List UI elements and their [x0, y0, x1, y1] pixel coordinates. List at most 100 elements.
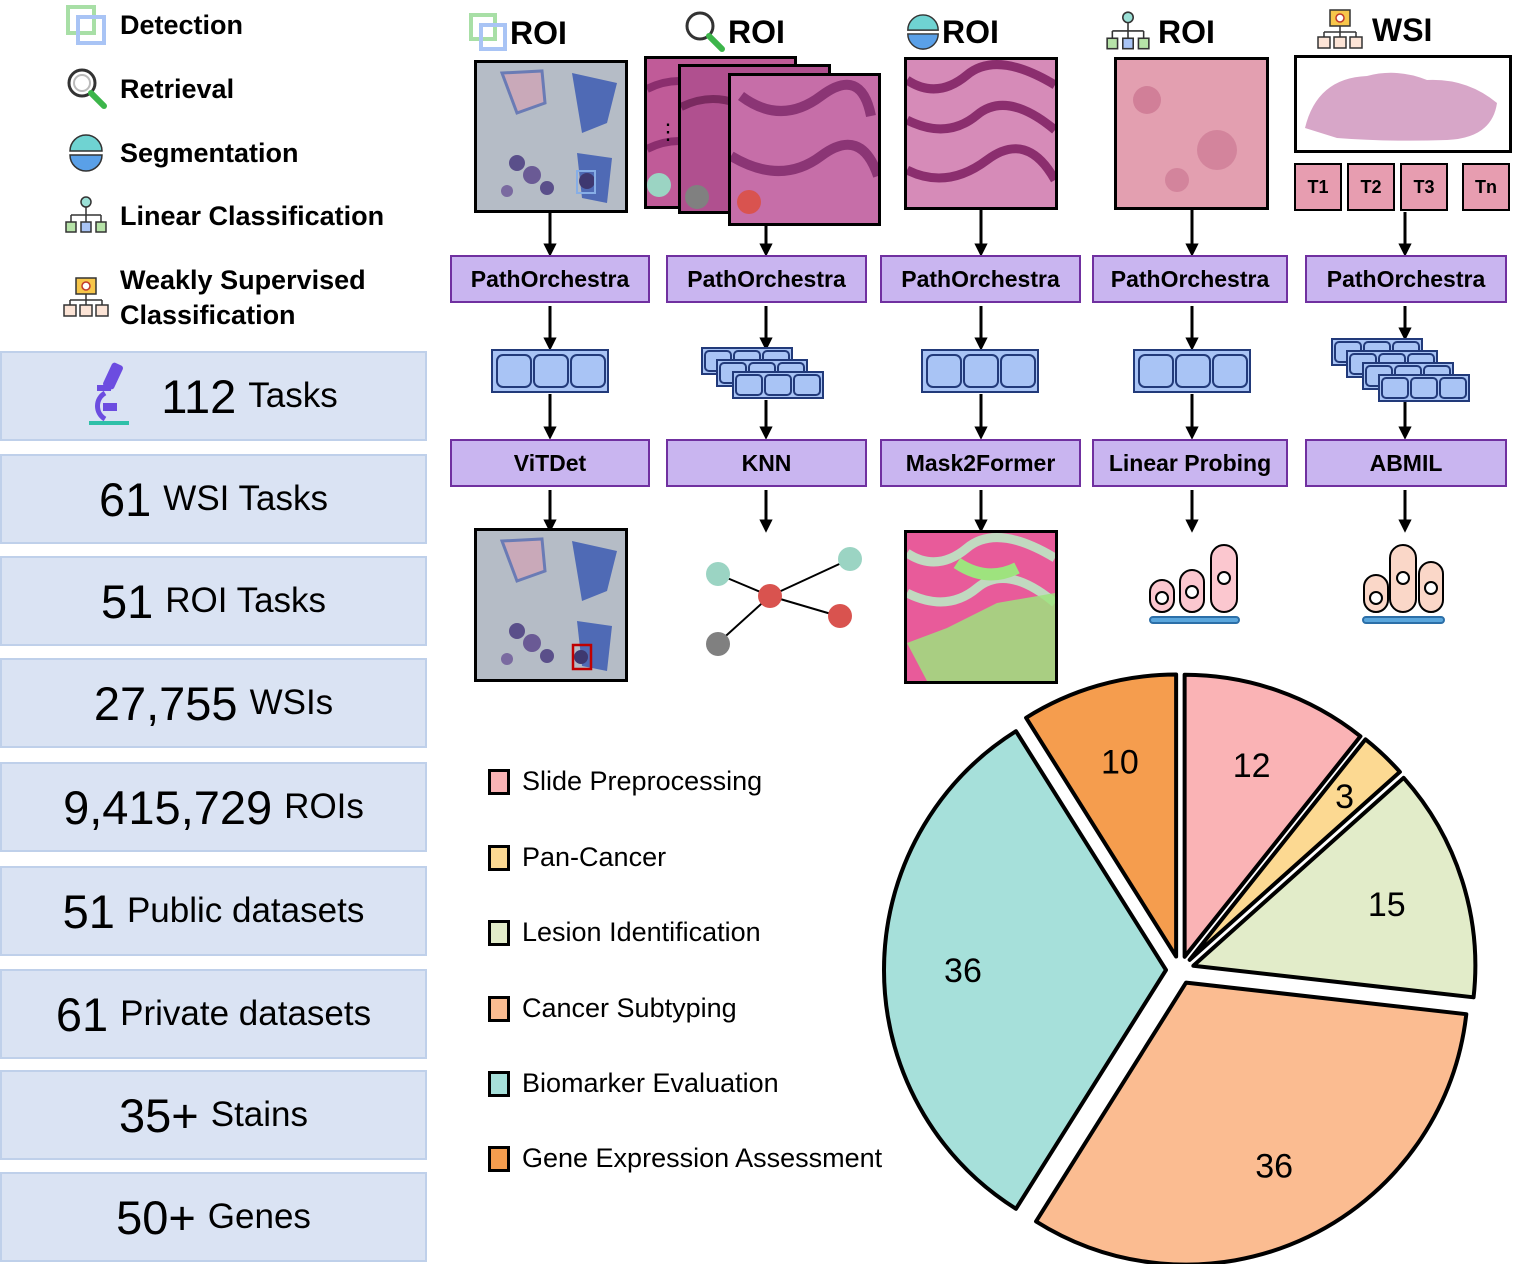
- stat-label: Tasks: [248, 376, 338, 415]
- pie-slice-value-label: 10: [1101, 743, 1139, 781]
- stat-value: 27,755: [93, 676, 238, 730]
- legend-lesion-identification: Lesion Identification: [488, 917, 761, 948]
- legend-swatch: [488, 1145, 510, 1172]
- stat-value: 51: [100, 574, 154, 628]
- pipeline-linear-title: ROI: [1104, 10, 1215, 54]
- legend-segmentation: Segmentation: [58, 128, 299, 178]
- vitdet-box: ViTDet: [450, 439, 650, 487]
- stat-rois: 9,415,729 ROIs: [0, 762, 427, 852]
- stat-stains: 35+ Stains: [0, 1070, 427, 1160]
- pie-slice-lesion-identification: [1191, 775, 1478, 1000]
- stat-label: ROI Tasks: [165, 581, 327, 620]
- stat-genes: 50+ Genes: [0, 1172, 427, 1262]
- legend-detection-label: Detection: [120, 9, 244, 40]
- pipeline-retrieval-title: ROI: [680, 8, 785, 56]
- pie-slice-value-label: 3: [1335, 778, 1354, 816]
- pie-slice-gene-expression: [1024, 672, 1179, 959]
- stat-label: ROIs: [284, 787, 364, 826]
- stat-tasks: 112 Tasks: [0, 351, 427, 441]
- abmil-output-icon: [1362, 544, 1445, 624]
- legend-weakly-supervised: Weakly Supervised Classification: [58, 263, 366, 333]
- stat-value: 50+: [116, 1190, 196, 1244]
- stat-label: Public datasets: [126, 891, 365, 930]
- classifier-output-icon: [1149, 544, 1240, 624]
- stat-label: Private datasets: [120, 994, 372, 1033]
- legend-swatch: [488, 919, 510, 946]
- wsi-tile: Tn: [1462, 163, 1510, 211]
- weakly-supervised-icon: [1317, 9, 1363, 49]
- stat-roi-tasks: 51 ROI Tasks: [0, 556, 427, 646]
- pie-chart: 12 3 15 36 36 10: [882, 672, 1478, 1264]
- pie-slice-slide-preprocessing: [1182, 672, 1363, 959]
- legend-swatch: [488, 768, 510, 795]
- retrieval-icon: [58, 64, 114, 114]
- legend-swatch: [488, 1070, 510, 1097]
- stat-label: WSI Tasks: [163, 479, 328, 518]
- stat-wsis: 27,755 WSIs: [0, 658, 427, 748]
- detection-icon: [58, 0, 114, 50]
- pie-slice-value-label: 36: [944, 952, 982, 990]
- stat-value: 112: [161, 369, 237, 423]
- stat-label: Stains: [210, 1095, 308, 1134]
- stat-label: Genes: [207, 1197, 311, 1236]
- detection-output-image: [474, 528, 628, 682]
- segmentation-output-image: [904, 530, 1058, 684]
- knn-box: KNN: [666, 439, 867, 487]
- pathorchestra-box: PathOrchestra: [880, 255, 1081, 303]
- pathorchestra-box: PathOrchestra: [450, 255, 650, 303]
- linear-classification-icon: [58, 191, 114, 241]
- stat-value: 51: [62, 884, 115, 938]
- pie-slice-value-label: 15: [1368, 886, 1406, 924]
- detection-icon: [469, 13, 507, 51]
- pie-slice-value-label: 12: [1233, 747, 1271, 785]
- stat-value: 9,415,729: [63, 780, 273, 834]
- segmentation-icon: [907, 14, 939, 50]
- stat-label: WSIs: [249, 683, 334, 722]
- legend-detection: Detection: [58, 0, 243, 50]
- pathorchestra-box: PathOrchestra: [1092, 255, 1288, 303]
- stat-private-datasets: 61 Private datasets: [0, 969, 427, 1059]
- wsi-tile: T2: [1347, 163, 1395, 211]
- mask2former-box: Mask2Former: [880, 439, 1081, 487]
- stat-wsi-tasks: 61 WSI Tasks: [0, 454, 427, 544]
- legend-cancer-subtyping: Cancer Subtyping: [488, 993, 737, 1024]
- retrieval-icon: [685, 11, 725, 52]
- legend-retrieval: Retrieval: [58, 64, 234, 114]
- wsi-tile: T3: [1400, 163, 1448, 211]
- legend-linear-classification: Linear Classification: [58, 191, 384, 241]
- legend-swatch: [488, 995, 510, 1022]
- linear-classification-icon: [1106, 11, 1150, 50]
- pipeline-segmentation-title: ROI: [904, 12, 999, 52]
- linear-probing-box: Linear Probing: [1092, 439, 1288, 487]
- segmentation-icon: [58, 128, 114, 178]
- detection-input-image: [474, 60, 628, 213]
- pie-slice-cancer-subtyping: [1034, 980, 1469, 1264]
- retrieval-input-image-3: [728, 73, 881, 226]
- legend-swatch: [488, 844, 510, 871]
- legend-weakly-supervised-label: Weakly Supervised Classification: [120, 265, 366, 330]
- legend-slide-preprocessing: Slide Preprocessing: [488, 766, 762, 797]
- stat-value: 61: [55, 987, 109, 1041]
- legend-gene-expression: Gene Expression Assessment: [488, 1143, 882, 1174]
- pipeline-weakly-title: WSI: [1316, 8, 1432, 52]
- knn-graph: [714, 557, 853, 647]
- abmil-box: ABMIL: [1305, 439, 1507, 487]
- svg-text:⋮: ⋮: [657, 119, 679, 144]
- microscope-icon: [89, 359, 133, 434]
- pie-slice-value-label: 36: [1255, 1148, 1293, 1186]
- pie-slice-pan-cancer: [1187, 737, 1402, 962]
- legend-pan-cancer: Pan-Cancer: [488, 842, 666, 873]
- segmentation-input-image: [904, 57, 1058, 210]
- pie-slice-biomarker-evaluation: [882, 729, 1168, 1211]
- wsi-input-image: [1294, 55, 1512, 153]
- pipeline-arrows: [491, 210, 1470, 656]
- pathorchestra-box: PathOrchestra: [666, 255, 867, 303]
- stat-value: 35+: [118, 1088, 199, 1142]
- weakly-supervised-icon: [58, 273, 114, 323]
- pathorchestra-box: PathOrchestra: [1305, 255, 1507, 303]
- legend-segmentation-label: Segmentation: [120, 137, 299, 168]
- legend-retrieval-label: Retrieval: [120, 73, 235, 104]
- pipeline-detection-title: ROI: [468, 12, 567, 54]
- token-embeddings: [491, 338, 1470, 402]
- stat-public-datasets: 51 Public datasets: [0, 866, 427, 956]
